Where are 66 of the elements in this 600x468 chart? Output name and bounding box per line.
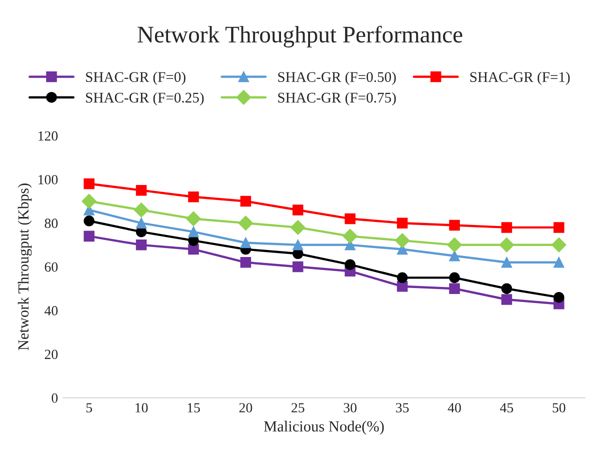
legend-label: SHAC-GR (F=1) bbox=[470, 72, 570, 85]
point bbox=[292, 204, 304, 216]
x-tick-label: 25 bbox=[292, 403, 304, 412]
y-tick-label: 0 bbox=[52, 393, 58, 403]
point bbox=[449, 283, 460, 294]
point bbox=[449, 250, 460, 262]
point bbox=[84, 230, 94, 242]
point bbox=[292, 261, 304, 272]
point bbox=[240, 237, 252, 248]
point bbox=[84, 216, 94, 226]
x-tick-label: 35 bbox=[396, 403, 409, 412]
y-tick-label: 120 bbox=[38, 131, 58, 141]
point bbox=[290, 220, 306, 235]
point bbox=[449, 272, 460, 284]
x-tick-label: 15 bbox=[188, 403, 200, 412]
chart-title: Network Throughput Performance bbox=[138, 26, 462, 48]
point bbox=[342, 228, 358, 244]
point bbox=[136, 218, 147, 228]
x-tick-label: 40 bbox=[448, 403, 461, 412]
legend-label: SHAC-GR (F=0.25) bbox=[86, 92, 204, 106]
point bbox=[240, 196, 252, 207]
point bbox=[449, 220, 460, 231]
point bbox=[344, 213, 356, 224]
point bbox=[501, 283, 512, 294]
y-tick-label: 40 bbox=[44, 306, 58, 316]
point bbox=[186, 211, 201, 226]
point bbox=[188, 244, 199, 255]
point bbox=[501, 294, 512, 305]
point bbox=[552, 238, 566, 252]
point bbox=[292, 240, 304, 250]
y-tick-label: 80 bbox=[44, 218, 58, 228]
legend-label: SHAC-GR (F=0) bbox=[86, 72, 186, 85]
x-tick-label: 45 bbox=[500, 403, 514, 412]
point bbox=[238, 216, 254, 230]
point bbox=[84, 178, 94, 190]
point bbox=[188, 191, 199, 202]
point bbox=[394, 233, 410, 248]
point bbox=[396, 272, 408, 284]
y-axis-title: Network Througput (Kbps) bbox=[18, 184, 32, 350]
y-tick-label: 20 bbox=[44, 350, 58, 360]
point bbox=[136, 240, 147, 250]
x-tick-label: 50 bbox=[552, 403, 566, 412]
y-tick-label: 60 bbox=[44, 262, 58, 272]
point bbox=[554, 257, 564, 268]
x-tick-label: 20 bbox=[239, 403, 252, 412]
point bbox=[344, 259, 356, 270]
x-tick-label: 10 bbox=[136, 403, 148, 412]
point bbox=[188, 226, 199, 238]
point bbox=[82, 194, 96, 209]
x-tick-label: 5 bbox=[86, 403, 92, 412]
point bbox=[134, 202, 149, 218]
point bbox=[447, 238, 462, 252]
point bbox=[554, 222, 564, 233]
point bbox=[499, 238, 514, 252]
point bbox=[501, 257, 512, 268]
y-tick-label: 100 bbox=[38, 174, 58, 184]
point bbox=[396, 281, 408, 292]
point bbox=[501, 222, 512, 233]
x-axis-title: Malicious Node(%) bbox=[264, 420, 384, 435]
point bbox=[136, 184, 147, 196]
point bbox=[396, 218, 408, 228]
point bbox=[240, 257, 252, 268]
x-tick-label: 30 bbox=[344, 403, 357, 412]
legend-label: SHAC-GR (F=0.75) bbox=[278, 92, 396, 106]
legend-label: SHAC-GR (F=0.50) bbox=[278, 72, 396, 85]
point bbox=[554, 292, 564, 303]
